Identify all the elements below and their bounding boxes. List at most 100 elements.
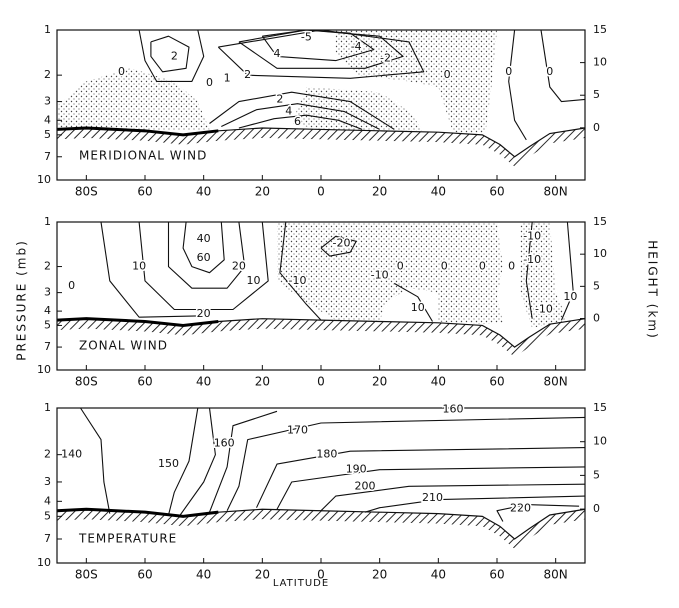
contour-label: 0 (479, 260, 486, 273)
contour-line (209, 91, 395, 130)
y-tick-label: 3 (44, 95, 51, 108)
ground-hatch (57, 509, 585, 549)
y-tick-label: 10 (37, 173, 51, 186)
contour-label: 0 (508, 260, 515, 273)
x-tick-label: 40 (431, 185, 446, 199)
y-tick-label: 4 (44, 113, 51, 126)
y2-tick-label: 5 (593, 88, 600, 101)
contour-line (221, 103, 380, 130)
x-tick-label: 80S (75, 568, 98, 582)
y-tick-label: 1 (44, 215, 51, 228)
y-tick-label: 3 (44, 475, 51, 488)
y2-tick-label: 0 (593, 502, 600, 515)
x-tick-label: 60 (489, 375, 504, 389)
contour-label: 10 (247, 274, 261, 287)
antarctic-surface (56, 126, 219, 137)
contour-line (150, 35, 190, 73)
contour-label: 170 (287, 424, 308, 437)
y2-tick-label: 0 (593, 121, 600, 134)
contour-label: 190 (346, 463, 367, 476)
stippled-region (335, 30, 497, 134)
contour-line (226, 416, 586, 511)
contour-line (560, 221, 574, 321)
x-tick-label: 0 (317, 568, 325, 582)
y2-tick-label: 5 (593, 468, 600, 481)
y-axis-label: PRESSURE (mb) (15, 239, 29, 361)
contour-label: -10 (371, 269, 389, 282)
y2-axis-label: HEIGHT (km) (646, 240, 660, 340)
contour-label: -20 (333, 237, 351, 250)
contour-label: 6 (294, 115, 301, 128)
x-tick-label: 40 (431, 375, 446, 389)
contour-label: 20 (232, 260, 246, 273)
contour-line (138, 29, 205, 82)
y-tick-label: 2 (44, 260, 51, 273)
y2-tick-label: 5 (593, 279, 600, 292)
y2-tick-label: 15 (593, 215, 607, 228)
x-tick-label: 80N (544, 185, 568, 199)
x-tick-label: 60 (137, 185, 152, 199)
contour-label: 0 (206, 76, 213, 89)
ground-below (57, 519, 585, 563)
x-tick-label: 20 (255, 185, 270, 199)
contour-line (80, 407, 111, 514)
contour-label: -10 (289, 274, 307, 287)
contour-line (100, 221, 204, 318)
x-tick-label: 80N (544, 375, 568, 389)
contour-label: 150 (158, 457, 179, 470)
contour-label: 0 (444, 68, 451, 81)
contour-line (508, 29, 527, 141)
contour-label: 20 (197, 307, 211, 320)
y-tick-label: 10 (37, 363, 51, 376)
y2-tick-label: 15 (593, 401, 607, 414)
x-tick-label: 60 (137, 568, 152, 582)
contour-line (256, 447, 586, 508)
y-tick-label: 1 (44, 401, 51, 414)
y-tick-label: 5 (44, 128, 51, 141)
y-tick-label: 7 (44, 340, 51, 353)
y-tick-label: 2 (44, 448, 51, 461)
y-tick-label: 5 (44, 318, 51, 331)
contour-label: 4 (285, 105, 292, 118)
contour-label: 220 (510, 501, 531, 514)
contour-label: 40 (197, 232, 211, 245)
panel-title: TEMPERATURE (78, 532, 177, 546)
ground-hatch (57, 128, 585, 167)
contour-label: -2 (380, 52, 391, 65)
y-tick-label: 4 (44, 494, 51, 507)
y2-tick-label: 10 (593, 435, 607, 448)
contour-label: -4 (351, 40, 362, 53)
y-tick-label: 2 (44, 68, 51, 81)
contour-line (540, 29, 586, 103)
contour-label: 2 (171, 49, 178, 62)
stippled-region (277, 222, 503, 325)
contour-label: 10 (563, 290, 577, 303)
contour-label: -10 (523, 229, 541, 242)
y2-tick-label: 0 (593, 312, 600, 325)
y2-tick-label: 10 (593, 56, 607, 69)
stippled-region (520, 222, 568, 328)
contour-label: 200 (355, 479, 376, 492)
x-tick-label: 20 (255, 375, 270, 389)
contour-label: -10 (535, 302, 553, 315)
contour-line (320, 235, 357, 257)
x-tick-label: 20 (255, 568, 270, 582)
x-tick-label: 60 (489, 185, 504, 199)
x-tick-label: 60 (137, 375, 152, 389)
contour-label: 0 (397, 260, 404, 273)
x-tick-label: 80N (544, 568, 568, 582)
contour-label: 0 (441, 260, 448, 273)
contour-label: 2 (276, 92, 283, 105)
antarctic-surface (56, 507, 219, 518)
contour-label: 0 (118, 65, 125, 78)
contour-label: 4 (274, 47, 281, 60)
contour-line (364, 495, 586, 513)
contour-line (525, 221, 533, 319)
panel: 1401501601601701801902002102201234571015… (37, 401, 607, 589)
contour-label: 140 (61, 448, 82, 461)
x-axis-label: LATITUDE (273, 578, 329, 589)
y-tick-label: 4 (44, 304, 51, 317)
x-tick-label: 20 (372, 568, 387, 582)
